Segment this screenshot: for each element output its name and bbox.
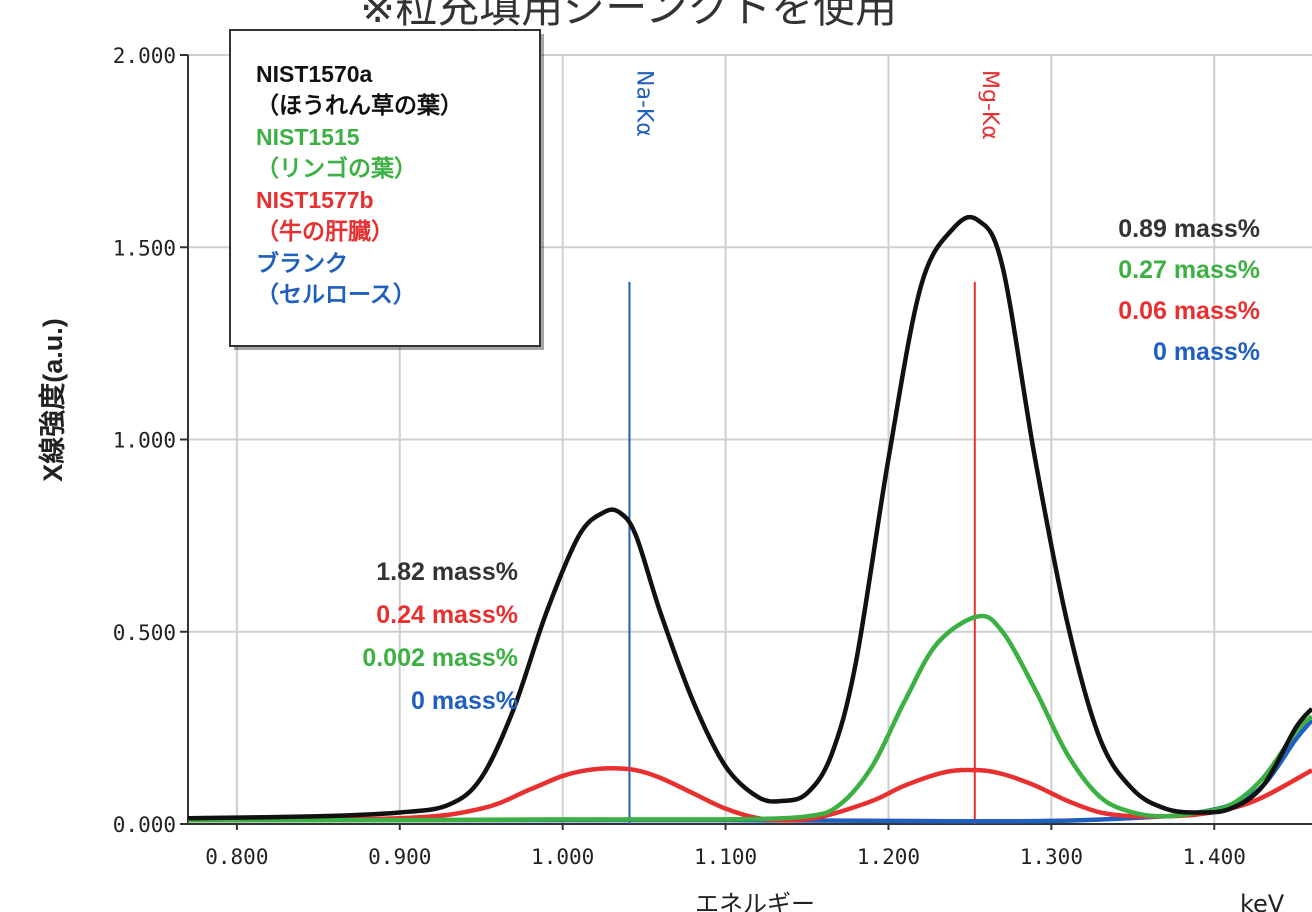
x-tick-label: 1.200 [857, 845, 920, 869]
annotation-label: 0.06 mass% [1118, 297, 1260, 325]
legend-entry-subname: （ほうれん草の葉） [256, 92, 463, 118]
annotation-label: 0.89 mass% [1118, 215, 1260, 243]
y-tick-label: 1.000 [113, 429, 176, 453]
series-lines [187, 214, 1312, 824]
annotations: 1.82 mass% 0.24 mass% 0.002 mass% 0 mass% 0.… [362, 215, 1260, 715]
annotation-label: 0.27 mass% [1118, 256, 1260, 284]
y-tick-label: 0.500 [113, 621, 176, 645]
x-tick-label: 1.300 [1020, 845, 1083, 869]
x-tick-label: 1.000 [531, 845, 594, 869]
legend-box [229, 29, 541, 347]
annotation-label: 0.24 mass% [376, 601, 518, 629]
y-tick-label: 0.000 [113, 813, 176, 837]
chart-title: ※粒充填用ジーンクトを使用 [360, 0, 897, 32]
x-tick-label: 1.100 [694, 845, 757, 869]
element-line-label: Na-Kα [631, 70, 656, 137]
element-line-label: Mg-Kα [977, 70, 1002, 140]
legend-entry-subname: （セルロース） [256, 281, 416, 307]
element-lines: Na-Kα Mg-Kα [628, 70, 1002, 824]
legend-entry-name: NIST1570a [256, 61, 373, 87]
axes: 0.800 0.900 1.000 1.100 1.200 1.300 1.400 0.000… [113, 44, 1312, 869]
x-axis-unit: keV [1240, 890, 1285, 912]
y-axis-label: X線強度(a.u.) [37, 318, 68, 482]
legend-entry-name: NIST1515 [256, 124, 360, 150]
legend-entry-subname: （牛の肝臓） [256, 218, 394, 244]
annotation-label: 0.002 mass% [362, 644, 518, 672]
x-tick-label: 0.800 [205, 845, 268, 869]
legend-entry-name: ブランク [256, 250, 348, 276]
y-tick-label: 1.500 [113, 236, 176, 260]
legend-entry-subname: （リンゴの葉） [256, 155, 417, 181]
annotation-label: 0 mass% [1153, 338, 1260, 366]
annotation-label: 0 mass% [411, 687, 518, 715]
legend-entry-name: NIST1577b [256, 187, 374, 213]
x-tick-label: 0.900 [368, 845, 431, 869]
x-axis-label: エネルギー [695, 890, 815, 912]
annotation-label: 1.82 mass% [376, 558, 518, 586]
legend: NIST1570a （ほうれん草の葉） NIST1515 （リンゴの葉） NIST157… [229, 29, 544, 350]
x-tick-label: 1.400 [1183, 845, 1246, 869]
series-line [187, 214, 1312, 821]
y-tick-label: 2.000 [113, 44, 176, 68]
